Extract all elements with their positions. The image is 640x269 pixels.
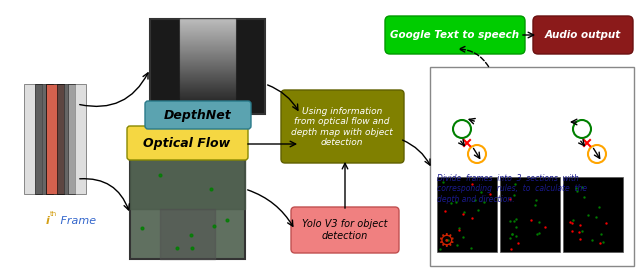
FancyBboxPatch shape (145, 101, 251, 129)
Text: Google Text to speech: Google Text to speech (390, 30, 520, 40)
FancyBboxPatch shape (150, 19, 265, 114)
FancyBboxPatch shape (291, 207, 399, 253)
Text: ⚙: ⚙ (437, 232, 454, 251)
Text: Using information
from optical flow and
depth map with object
detection: Using information from optical flow and … (291, 107, 393, 147)
FancyBboxPatch shape (130, 159, 245, 259)
FancyBboxPatch shape (563, 177, 623, 252)
FancyBboxPatch shape (430, 67, 634, 266)
FancyBboxPatch shape (533, 16, 633, 54)
FancyBboxPatch shape (281, 90, 404, 163)
FancyBboxPatch shape (437, 177, 497, 252)
Text: Yolo V3 for object
detection: Yolo V3 for object detection (302, 219, 388, 241)
FancyBboxPatch shape (35, 84, 53, 194)
FancyBboxPatch shape (24, 84, 42, 194)
Text: Optical Flow: Optical Flow (143, 136, 230, 150)
Text: i: i (46, 216, 50, 226)
FancyBboxPatch shape (500, 177, 560, 252)
FancyBboxPatch shape (385, 16, 525, 54)
Text: Frame: Frame (57, 216, 96, 226)
Text: Audio output: Audio output (545, 30, 621, 40)
FancyBboxPatch shape (57, 84, 75, 194)
Text: Divide  frames  into  3  sections  with
corresponding  rules,  to  calculate  th: Divide frames into 3 sections with corre… (437, 174, 587, 204)
FancyBboxPatch shape (127, 126, 248, 160)
Text: DepthNet: DepthNet (164, 108, 232, 122)
FancyBboxPatch shape (46, 84, 64, 194)
Text: th: th (50, 211, 57, 217)
FancyBboxPatch shape (68, 84, 86, 194)
